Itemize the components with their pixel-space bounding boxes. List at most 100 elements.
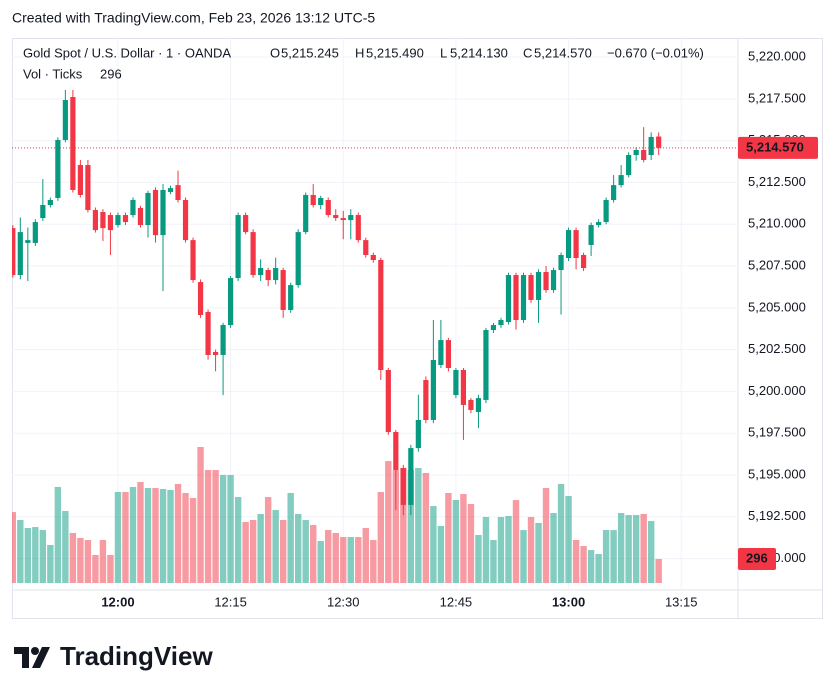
candle-body [423,380,429,420]
candle-body [235,215,241,279]
volume-bar [355,537,362,583]
volume-bar [445,492,452,583]
volume-badge [738,547,776,570]
volume-bar [197,446,204,583]
candle-body [303,194,309,233]
volume-bar [249,519,257,583]
candle-body [348,215,354,221]
candle-body [190,240,196,281]
volume-bar [227,474,234,583]
y-tick-label: 5,195.000 [748,466,806,481]
legend-value: 5,214.130 [450,45,508,60]
volume-bar [580,546,587,583]
brand-logo: TradingView [14,641,213,671]
source-note: Created with TradingView.com, Feb 23, 20… [12,10,375,26]
volume-bar [92,555,99,583]
volume-bar [84,540,92,583]
volume-bar [122,492,129,583]
volume-bar [430,506,437,583]
candle-body [310,194,316,206]
candle-body [25,240,31,243]
volume-bar [400,468,407,583]
price-badge [738,136,818,159]
volume-bar [617,513,625,583]
candle-body [355,215,361,241]
volume-bar [137,482,144,583]
volume-bar [647,521,655,583]
candle-body [77,165,83,195]
legend-value: 5,215.490 [366,45,424,60]
y-tick-label: 5,192.500 [748,508,806,523]
candle-body [130,199,136,216]
candle-body [513,275,519,321]
volume-bar [310,525,317,583]
candle-body [656,136,662,148]
candle-body [340,218,346,221]
volume-bar [497,516,505,583]
candle-body [250,232,256,276]
x-tick-label: 13:00 [552,594,585,609]
candle-body [453,370,459,396]
candle-body [543,272,549,291]
volume-bar [422,473,430,583]
volume-bar [167,489,174,583]
candle-body [167,188,174,192]
candle-body [430,359,436,420]
volume-bar [174,483,182,583]
volume-bar [294,513,302,583]
y-tick-label: 5,210.000 [748,216,806,231]
volume-bar [32,527,39,583]
volume-bar [219,474,227,583]
candle-body [558,254,564,271]
volume-bar [17,519,24,583]
candle-body [528,275,534,300]
volume-bar [370,540,377,583]
candle-body [475,398,482,412]
candle-body [573,230,579,258]
candle-body [55,139,61,198]
candle-body [460,370,467,405]
candle-body [588,225,594,245]
candle-body [498,320,504,326]
y-tick-label: 5,200.000 [748,383,806,398]
candle-body [175,185,181,200]
volume-bar [640,513,647,583]
logo-mark [31,647,39,655]
volume-bar [317,540,324,583]
candle-body [70,97,76,190]
volume-bar [12,512,16,583]
volume-bar [279,519,287,583]
candle-body [243,215,249,233]
candle-body [318,197,324,206]
candle-body [40,205,46,219]
volume-bar [325,530,332,583]
candle-body [633,150,639,156]
volume-bar [152,488,159,583]
candle-body [160,189,166,236]
brand-name: TradingView [60,641,213,671]
volume-bar [655,558,662,583]
volume-bar [39,530,47,583]
volume-bar [144,488,152,583]
volume-bar [482,516,490,583]
volume-bar [204,470,212,583]
volume-bar [490,540,497,583]
volume-bar [302,519,309,583]
x-tick-label: 12:15 [214,594,247,609]
y-tick-label: 5,220.000 [748,48,806,63]
candle-body [520,275,527,321]
candle-body [626,155,632,176]
y-tick-label: 5,205.000 [748,299,806,314]
candle-body [100,212,106,229]
x-tick-label: 12:00 [101,594,134,609]
y-tick-label: 5,217.500 [748,90,806,105]
candle-body [115,215,121,226]
volume-bar [595,553,602,583]
volume-bar [437,525,445,583]
y-tick-label: 5,207.500 [748,257,806,272]
candle-body [137,208,144,226]
candle-body [468,399,474,410]
volume-title: Vol · Ticks [23,66,83,81]
